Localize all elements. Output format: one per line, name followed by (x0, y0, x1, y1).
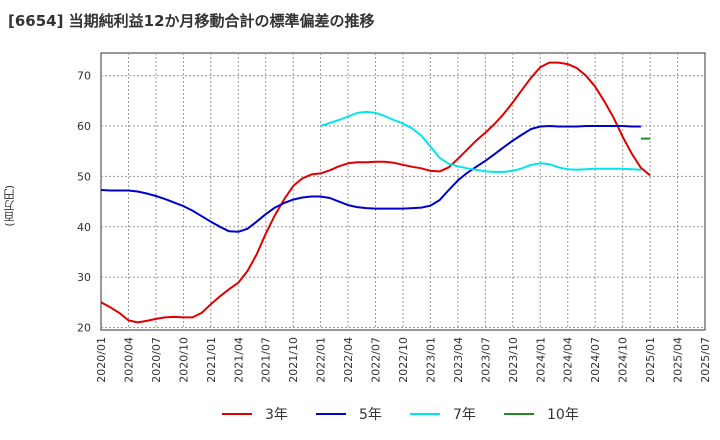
grid-lines (101, 53, 705, 330)
x-tick-label: 2020/07 (150, 337, 163, 383)
x-tick-label: 2022/04 (342, 337, 355, 383)
series-lines (100, 61, 651, 324)
y-tick-label: 30 (77, 271, 91, 284)
y-tick-labels: 20 30 40 50 60 70 (77, 70, 91, 335)
x-tick-label: 2021/07 (260, 337, 273, 383)
y-tick-label: 50 (77, 170, 91, 183)
x-tick-label: 2024/07 (589, 337, 602, 383)
x-tick-label: 2021/10 (287, 337, 300, 383)
legend-label: 3年 (265, 407, 288, 423)
x-tick-label: 2025/04 (672, 337, 685, 383)
x-tick-label: 2022/10 (397, 337, 410, 383)
x-tick-label: 2025/07 (699, 337, 712, 383)
legend-label: 7年 (453, 407, 476, 423)
y-tick-label: 40 (77, 221, 91, 234)
legend-label: 5年 (359, 407, 382, 423)
x-tick-label: 2024/04 (562, 337, 575, 383)
x-tick-label: 2024/01 (534, 337, 547, 383)
x-tick-label: 2020/10 (177, 337, 190, 383)
x-tick-label: 2023/10 (507, 337, 520, 383)
x-tick-labels: 2020/01 2020/04 2020/07 2020/10 2021/01 2021/… (95, 337, 712, 383)
x-tick-label: 2023/04 (452, 337, 465, 383)
y-tick-label: 60 (77, 120, 91, 133)
x-tick-label: 2023/07 (479, 337, 492, 383)
y-tick-label: 20 (77, 321, 91, 334)
x-tick-label: 2020/01 (95, 337, 108, 383)
x-tick-label: 2024/10 (617, 337, 630, 383)
x-tick-label: 2022/07 (370, 337, 383, 383)
chart-title: [6654] 当期純利益12か月移動合計の標準偏差の推移 (8, 12, 375, 30)
series-line (100, 61, 651, 324)
series-line (100, 125, 641, 233)
y-tick-label: 70 (77, 70, 91, 83)
x-tick-label: 2025/01 (644, 337, 657, 383)
x-tick-label: 2021/04 (232, 337, 245, 383)
x-tick-label: 2020/04 (122, 337, 135, 383)
series-line (320, 110, 641, 173)
legend-label: 10年 (547, 407, 579, 423)
x-tick-label: 2022/01 (315, 337, 328, 383)
legend: 3年 5年 7年 10年 (222, 407, 579, 423)
x-tick-label: 2021/01 (205, 337, 218, 383)
plot-area (100, 52, 706, 331)
x-tick-label: 2023/01 (424, 337, 437, 383)
